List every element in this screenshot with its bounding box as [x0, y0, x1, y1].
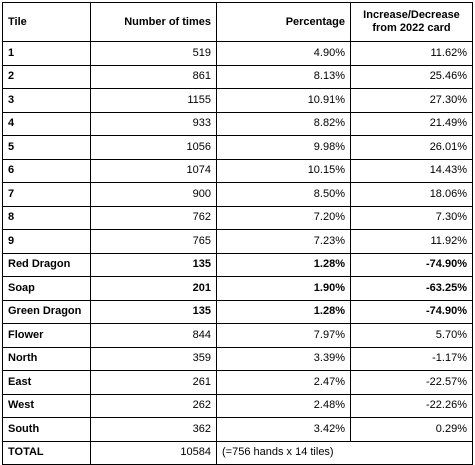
times-cell: 135: [90, 299, 217, 324]
percentage-cell: 7.97%: [216, 323, 351, 348]
tile-cell: North: [2, 346, 91, 371]
change-cell: -74.90%: [350, 252, 473, 277]
change-cell: -22.57%: [350, 370, 473, 395]
table-row: South 362 3.42% 0.29%: [2, 417, 473, 442]
change-cell: 11.62%: [350, 41, 473, 66]
tile-cell: Soap: [2, 276, 91, 301]
times-cell: 933: [90, 111, 217, 136]
percentage-cell: 8.13%: [216, 64, 351, 89]
percentage-cell: 4.90%: [216, 41, 351, 66]
header-percentage: Percentage: [216, 2, 351, 42]
percentage-cell: 8.50%: [216, 182, 351, 207]
change-cell: -74.90%: [350, 299, 473, 324]
tile-cell: 6: [2, 158, 91, 183]
change-cell: 5.70%: [350, 323, 473, 348]
tile-cell: 7: [2, 182, 91, 207]
table-row: West 262 2.48% -22.26%: [2, 393, 473, 418]
tile-cell: 2: [2, 64, 91, 89]
times-cell: 1155: [90, 88, 217, 113]
change-cell: 25.46%: [350, 64, 473, 89]
times-cell: 861: [90, 64, 217, 89]
total-row: TOTAL 10584 (=756 hands x 14 tiles): [2, 440, 473, 465]
table-row: Green Dragon 135 1.28% -74.90%: [2, 299, 473, 324]
percentage-cell: 1.28%: [216, 252, 351, 277]
percentage-cell: 3.42%: [216, 417, 351, 442]
percentage-cell: 8.82%: [216, 111, 351, 136]
table-row: 9 765 7.23% 11.92%: [2, 229, 473, 254]
total-times: 10584: [90, 440, 217, 465]
tile-cell: 4: [2, 111, 91, 136]
tile-cell: 3: [2, 88, 91, 113]
table-row: Flower 844 7.97% 5.70%: [2, 323, 473, 348]
percentage-cell: 3.39%: [216, 346, 351, 371]
change-cell: 0.29%: [350, 417, 473, 442]
header-change-from-2022: Increase/Decrease from 2022 card: [350, 2, 473, 42]
change-cell: 27.30%: [350, 88, 473, 113]
percentage-cell: 7.23%: [216, 229, 351, 254]
percentage-cell: 10.15%: [216, 158, 351, 183]
table-row: 1 519 4.90% 11.62%: [2, 41, 473, 66]
table-row: Soap 201 1.90% -63.25%: [2, 276, 473, 301]
percentage-cell: 1.28%: [216, 299, 351, 324]
change-cell: -22.26%: [350, 393, 473, 418]
times-cell: 362: [90, 417, 217, 442]
table-row: Red Dragon 135 1.28% -74.90%: [2, 252, 473, 277]
tile-cell: 1: [2, 41, 91, 66]
times-cell: 261: [90, 370, 217, 395]
times-cell: 262: [90, 393, 217, 418]
table-row: North 359 3.39% -1.17%: [2, 346, 473, 371]
percentage-cell: 2.47%: [216, 370, 351, 395]
percentage-cell: 2.48%: [216, 393, 351, 418]
times-cell: 900: [90, 182, 217, 207]
header-number-of-times: Number of times: [90, 2, 217, 42]
change-cell: 11.92%: [350, 229, 473, 254]
tile-cell: West: [2, 393, 91, 418]
change-cell: 7.30%: [350, 205, 473, 230]
table-row: 8 762 7.20% 7.30%: [2, 205, 473, 230]
times-cell: 201: [90, 276, 217, 301]
times-cell: 762: [90, 205, 217, 230]
table-row: 6 1074 10.15% 14.43%: [2, 158, 473, 183]
change-cell: 26.01%: [350, 135, 473, 160]
times-cell: 1056: [90, 135, 217, 160]
table-row: 7 900 8.50% 18.06%: [2, 182, 473, 207]
table-body: 1 519 4.90% 11.62% 2 861 8.13% 25.46% 3 1155 10.91…: [2, 41, 473, 442]
tile-cell: 5: [2, 135, 91, 160]
times-cell: 359: [90, 346, 217, 371]
header-row: Tile Number of times Percentage Increase…: [2, 2, 473, 42]
tile-cell: Flower: [2, 323, 91, 348]
total-label: TOTAL: [2, 440, 91, 465]
change-cell: 14.43%: [350, 158, 473, 183]
times-cell: 1074: [90, 158, 217, 183]
table-row: 5 1056 9.98% 26.01%: [2, 135, 473, 160]
table-row: East 261 2.47% -22.57%: [2, 370, 473, 395]
total-note: (=756 hands x 14 tiles): [216, 440, 473, 465]
table-row: 3 1155 10.91% 27.30%: [2, 88, 473, 113]
percentage-cell: 9.98%: [216, 135, 351, 160]
tile-cell: 9: [2, 229, 91, 254]
times-cell: 135: [90, 252, 217, 277]
tile-cell: 8: [2, 205, 91, 230]
table-row: 2 861 8.13% 25.46%: [2, 64, 473, 89]
change-cell: 18.06%: [350, 182, 473, 207]
tile-cell: South: [2, 417, 91, 442]
times-cell: 519: [90, 41, 217, 66]
times-cell: 765: [90, 229, 217, 254]
tile-cell: Red Dragon: [2, 252, 91, 277]
tile-cell: East: [2, 370, 91, 395]
table-row: 4 933 8.82% 21.49%: [2, 111, 473, 136]
change-cell: -1.17%: [350, 346, 473, 371]
percentage-cell: 10.91%: [216, 88, 351, 113]
percentage-cell: 7.20%: [216, 205, 351, 230]
times-cell: 844: [90, 323, 217, 348]
percentage-cell: 1.90%: [216, 276, 351, 301]
change-cell: -63.25%: [350, 276, 473, 301]
tile-cell: Green Dragon: [2, 299, 91, 324]
change-cell: 21.49%: [350, 111, 473, 136]
header-tile: Tile: [2, 2, 91, 42]
